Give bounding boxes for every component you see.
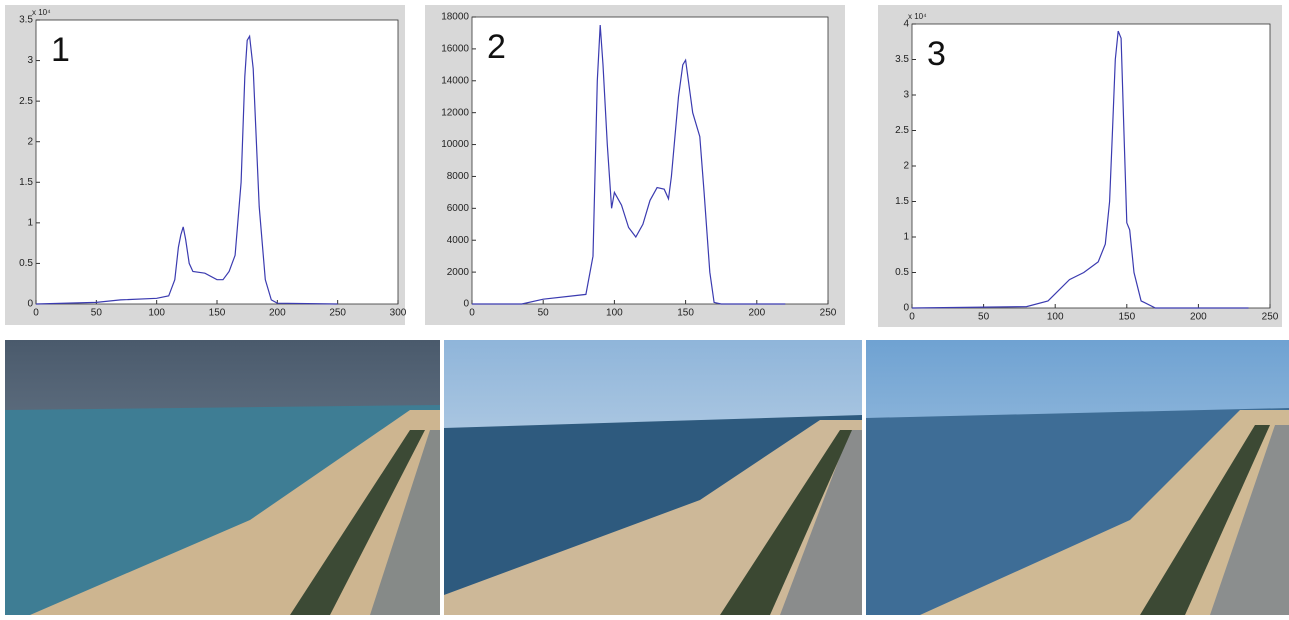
y-tick-label: 0 xyxy=(463,299,469,310)
y-tick-label: 3 xyxy=(27,55,33,66)
y-tick-label: 3 xyxy=(903,90,909,101)
photo-2 xyxy=(444,340,862,615)
y-tick-label: 18000 xyxy=(441,12,469,23)
y-tick-label: 2 xyxy=(27,136,33,147)
x-tick-label: 250 xyxy=(820,308,837,319)
x-tick-label: 150 xyxy=(677,308,694,319)
histogram-line xyxy=(35,34,338,305)
y-tick-label: 2.5 xyxy=(895,125,909,136)
y-tick-label: 4 xyxy=(903,19,909,30)
plot-area xyxy=(471,16,829,305)
y-scale-label: x 10⁴ xyxy=(32,8,51,17)
y-tick-label: 1 xyxy=(27,217,33,228)
panel-number: 3 xyxy=(927,35,946,73)
y-tick-label: 0 xyxy=(903,303,909,314)
y-tick-label: 2000 xyxy=(447,267,470,278)
x-tick-label: 0 xyxy=(909,312,915,323)
x-tick-label: 0 xyxy=(469,308,475,319)
histogram-line xyxy=(472,24,786,305)
x-tick-label: 250 xyxy=(1262,312,1279,323)
x-tick-label: 200 xyxy=(269,308,286,319)
y-tick-label: 14000 xyxy=(441,75,469,86)
x-tick-label: 150 xyxy=(1118,312,1135,323)
y-tick-label: 1.5 xyxy=(19,177,33,188)
x-tick-label: 100 xyxy=(1047,312,1064,323)
y-tick-label: 1 xyxy=(903,232,909,243)
plot-area xyxy=(35,19,399,305)
x-tick-label: 250 xyxy=(329,308,346,319)
y-tick-label: 1.5 xyxy=(895,196,909,207)
y-tick-label: 3.5 xyxy=(895,54,909,65)
x-tick-label: 100 xyxy=(148,308,165,319)
panel-number: 1 xyxy=(51,31,70,69)
y-tick-label: 6000 xyxy=(447,203,470,214)
y-scale-label: x 10⁴ xyxy=(908,12,927,21)
histogram-line xyxy=(911,30,1249,309)
x-tick-label: 50 xyxy=(91,308,103,319)
x-tick-label: 0 xyxy=(33,308,39,319)
photo-1 xyxy=(5,340,440,615)
y-tick-label: 4000 xyxy=(447,235,470,246)
x-tick-label: 300 xyxy=(390,308,407,319)
x-tick-label: 100 xyxy=(606,308,623,319)
y-tick-label: 0 xyxy=(27,299,33,310)
y-tick-label: 12000 xyxy=(441,107,469,118)
x-tick-label: 50 xyxy=(978,312,990,323)
x-tick-label: 200 xyxy=(748,308,765,319)
y-tick-label: 2 xyxy=(903,161,909,172)
plot-area xyxy=(911,23,1271,309)
y-tick-label: 16000 xyxy=(441,44,469,55)
x-tick-label: 150 xyxy=(209,308,226,319)
y-tick-label: 2.5 xyxy=(19,96,33,107)
y-tick-label: 8000 xyxy=(447,171,470,182)
y-tick-label: 3.5 xyxy=(19,15,33,26)
y-tick-label: 0.5 xyxy=(19,258,33,269)
photo-3 xyxy=(866,340,1289,615)
x-tick-label: 50 xyxy=(538,308,550,319)
x-tick-label: 200 xyxy=(1190,312,1207,323)
panel-number: 2 xyxy=(487,28,506,66)
y-tick-label: 0.5 xyxy=(895,267,909,278)
y-tick-label: 10000 xyxy=(441,139,469,150)
